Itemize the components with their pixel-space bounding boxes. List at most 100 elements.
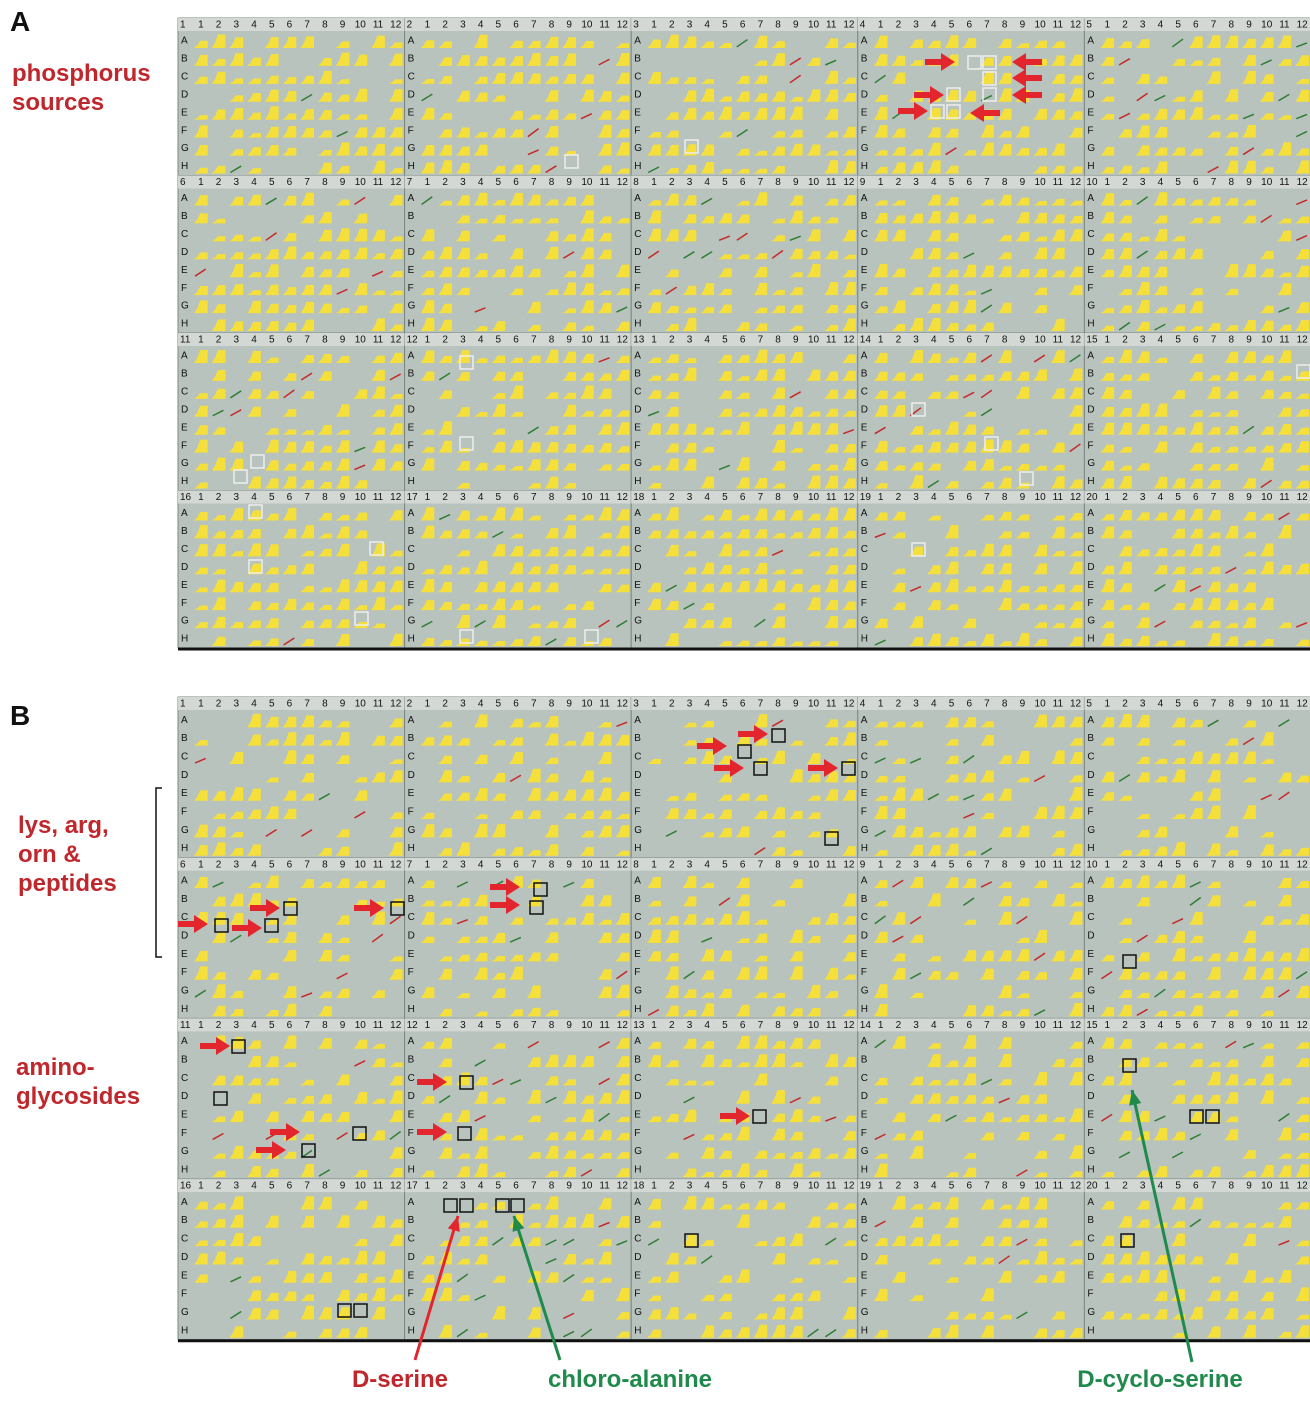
column-label: 3 bbox=[687, 699, 693, 710]
column-label: 12 bbox=[390, 1181, 402, 1192]
row-label: A bbox=[408, 508, 415, 519]
column-label: 4 bbox=[704, 492, 710, 503]
row-label: H bbox=[408, 843, 415, 854]
row-label: C bbox=[408, 71, 415, 82]
row-label: D bbox=[181, 247, 188, 258]
column-label: 7 bbox=[304, 1181, 310, 1192]
row-label: G bbox=[181, 1307, 189, 1318]
column-label: 10 bbox=[1035, 492, 1047, 503]
plate bbox=[631, 1179, 858, 1340]
column-label: 8 bbox=[1002, 20, 1008, 31]
column-label: 9 bbox=[340, 177, 346, 188]
row-label: H bbox=[861, 843, 868, 854]
column-label: 11 bbox=[1053, 20, 1064, 31]
plate-number: 7 bbox=[407, 177, 413, 188]
column-label: 5 bbox=[496, 859, 502, 870]
column-label: 8 bbox=[1002, 492, 1008, 503]
column-label: 3 bbox=[1140, 699, 1146, 710]
column-label: 5 bbox=[496, 1020, 502, 1031]
plate-number: 2 bbox=[407, 699, 413, 710]
row-label: C bbox=[634, 229, 641, 240]
column-label: 11 bbox=[1053, 1020, 1064, 1031]
column-label: 2 bbox=[442, 492, 448, 503]
row-label: G bbox=[861, 986, 869, 997]
column-label: 6 bbox=[740, 492, 746, 503]
row-label: C bbox=[408, 1073, 415, 1084]
column-label: 12 bbox=[1297, 699, 1309, 710]
column-label: 2 bbox=[1122, 1020, 1128, 1031]
column-label: 3 bbox=[913, 492, 919, 503]
column-label: 7 bbox=[758, 20, 764, 31]
column-label: 12 bbox=[617, 1020, 629, 1031]
column-label: 1 bbox=[425, 859, 431, 870]
column-label: 6 bbox=[1193, 1020, 1199, 1031]
column-label: 3 bbox=[687, 1020, 693, 1031]
column-label: 9 bbox=[1246, 859, 1252, 870]
row-label: G bbox=[181, 825, 189, 836]
row-label: F bbox=[408, 598, 414, 609]
column-label: 10 bbox=[808, 335, 820, 346]
row-label: A bbox=[1087, 508, 1094, 519]
column-label: 1 bbox=[198, 1181, 204, 1192]
row-label: H bbox=[634, 843, 641, 854]
column-label: 5 bbox=[949, 20, 955, 31]
column-label: 3 bbox=[687, 335, 693, 346]
row-label: C bbox=[1087, 544, 1094, 555]
row-label: C bbox=[861, 544, 868, 555]
row-label: D bbox=[861, 247, 868, 258]
column-label: 12 bbox=[1297, 492, 1309, 503]
column-label: 7 bbox=[1211, 20, 1217, 31]
row-label: D bbox=[408, 1252, 415, 1263]
row-label: F bbox=[634, 1289, 640, 1300]
row-label: C bbox=[1087, 1073, 1094, 1084]
column-label: 3 bbox=[234, 859, 240, 870]
row-label: D bbox=[1087, 562, 1094, 573]
column-label: 6 bbox=[740, 20, 746, 31]
row-label: B bbox=[634, 1215, 641, 1226]
column-label: 10 bbox=[1261, 699, 1273, 710]
row-label: E bbox=[181, 1270, 188, 1281]
column-label: 12 bbox=[1070, 1020, 1082, 1031]
column-label: 2 bbox=[442, 20, 448, 31]
row-label: F bbox=[408, 1289, 414, 1300]
row-label: A bbox=[181, 351, 188, 362]
row-label: F bbox=[181, 283, 187, 294]
row-label: H bbox=[181, 843, 188, 854]
row-label: D bbox=[1087, 247, 1094, 258]
column-label: 10 bbox=[1261, 859, 1273, 870]
column-label: 6 bbox=[513, 177, 519, 188]
column-label: 11 bbox=[1053, 699, 1064, 710]
column-label: 8 bbox=[322, 699, 328, 710]
column-label: 9 bbox=[1020, 1181, 1026, 1192]
column-label: 11 bbox=[373, 335, 384, 346]
row-label: H bbox=[1087, 319, 1094, 330]
column-label: 2 bbox=[896, 699, 902, 710]
column-label: 5 bbox=[722, 20, 728, 31]
row-label: F bbox=[408, 440, 414, 451]
plate bbox=[405, 1018, 632, 1179]
row-label: A bbox=[181, 876, 188, 887]
column-label: 12 bbox=[390, 335, 402, 346]
row-label: G bbox=[861, 301, 869, 312]
row-label: B bbox=[861, 894, 868, 905]
plate-number: 13 bbox=[633, 335, 645, 346]
row-label: G bbox=[861, 458, 869, 469]
column-label: 11 bbox=[599, 1181, 610, 1192]
column-label: 3 bbox=[687, 492, 693, 503]
callout: D-cyclo-serine bbox=[1030, 1366, 1290, 1394]
column-label: 11 bbox=[373, 20, 384, 31]
column-label: 11 bbox=[826, 20, 837, 31]
column-label: 4 bbox=[1158, 1181, 1164, 1192]
row-label: B bbox=[181, 369, 188, 380]
row-label: D bbox=[408, 770, 415, 781]
row-label: E bbox=[634, 949, 641, 960]
column-label: 7 bbox=[984, 1020, 990, 1031]
row-label: D bbox=[634, 931, 641, 942]
column-label: 1 bbox=[1104, 177, 1110, 188]
column-label: 4 bbox=[251, 335, 257, 346]
row-label: F bbox=[634, 440, 640, 451]
page: 1123456789101112ABCDEFGH2123456789101112… bbox=[0, 0, 1310, 1404]
column-label: 3 bbox=[1140, 177, 1146, 188]
row-label: E bbox=[634, 265, 641, 276]
column-label: 4 bbox=[251, 492, 257, 503]
